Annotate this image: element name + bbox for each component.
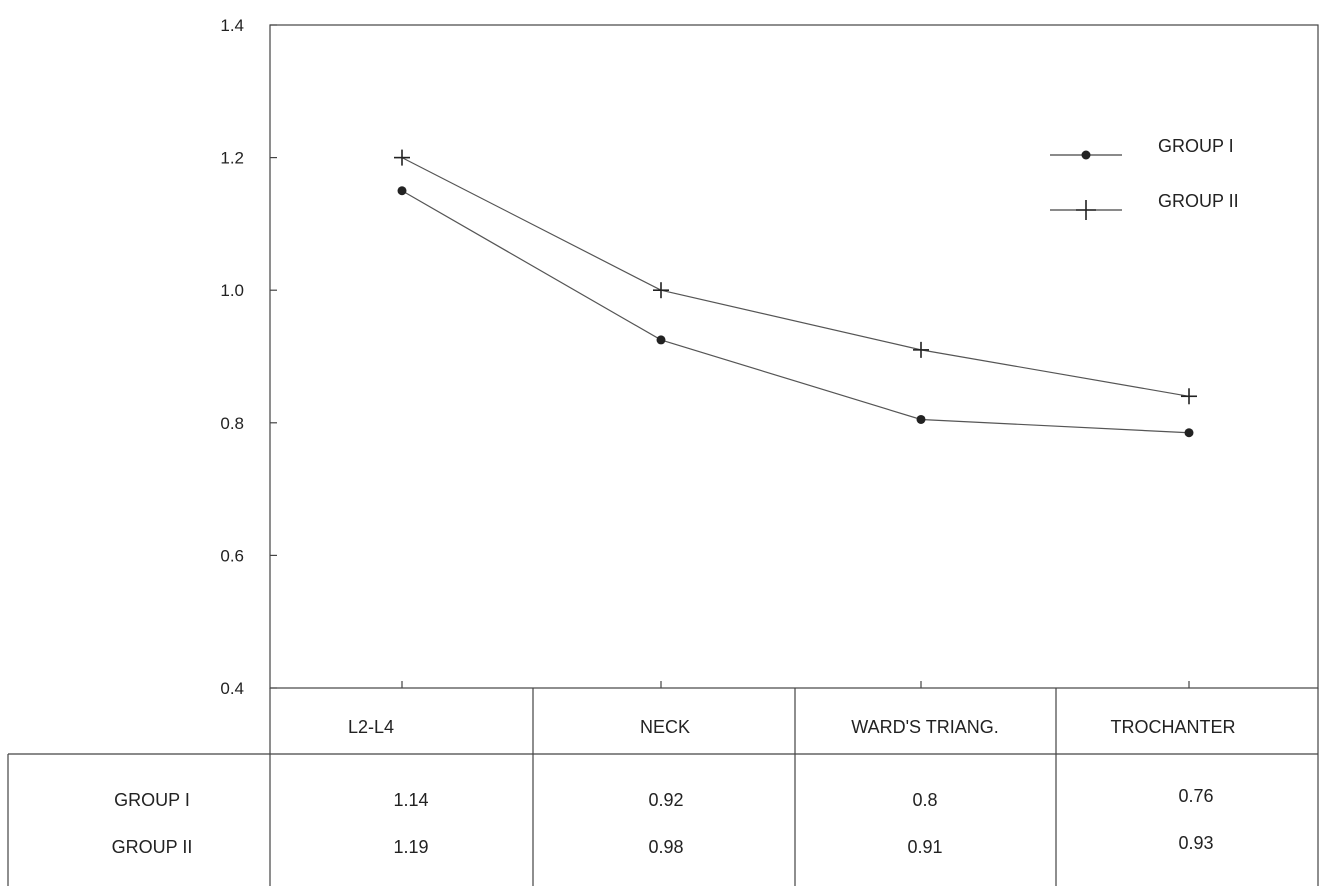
data-point bbox=[1081, 150, 1091, 160]
y-tick-label: 1.4 bbox=[220, 16, 244, 35]
data-point bbox=[653, 282, 669, 299]
table-row-label: GROUP II bbox=[112, 837, 193, 857]
legend-label: GROUP I bbox=[1158, 136, 1234, 156]
data-point bbox=[394, 149, 410, 166]
category-label: L2-L4 bbox=[348, 717, 394, 737]
y-tick-label: 0.8 bbox=[220, 414, 244, 433]
series-group-i bbox=[397, 186, 1194, 438]
table-cell: 0.98 bbox=[648, 837, 683, 857]
data-point bbox=[913, 341, 929, 358]
table-row-label: GROUP I bbox=[114, 790, 190, 810]
data-point bbox=[397, 186, 407, 196]
table-cell: 0.8 bbox=[912, 790, 937, 810]
legend-label: GROUP II bbox=[1158, 191, 1239, 211]
data-point bbox=[1076, 200, 1096, 220]
data-table bbox=[7, 688, 1319, 886]
data-point bbox=[1184, 428, 1194, 438]
series-group-ii bbox=[394, 149, 1197, 405]
y-tick-label: 0.6 bbox=[220, 546, 244, 565]
data-point bbox=[656, 335, 666, 345]
y-tick-label: 1.2 bbox=[220, 149, 244, 168]
data-point bbox=[916, 414, 926, 424]
y-tick-label: 1.0 bbox=[220, 281, 244, 300]
table-cell: 0.92 bbox=[648, 790, 683, 810]
legend-item: GROUP I bbox=[1050, 136, 1234, 160]
table-cell: 0.76 bbox=[1178, 786, 1213, 806]
table-cell: 0.93 bbox=[1178, 833, 1213, 853]
series-group bbox=[394, 149, 1197, 438]
plot-frame bbox=[269, 24, 1319, 689]
table-cell: 0.91 bbox=[907, 837, 942, 857]
table-cell: 1.19 bbox=[393, 837, 428, 857]
table-cell: 1.14 bbox=[393, 790, 428, 810]
x-axis-ticks bbox=[401, 681, 1190, 688]
legend: GROUP I GROUP II bbox=[1050, 136, 1239, 220]
y-tick-label: 0.4 bbox=[220, 679, 244, 698]
table-text: L2-L4 NECK WARD'S TRIANG. TROCHANTER GROUP I… bbox=[112, 717, 1236, 857]
series-line bbox=[401, 157, 1190, 397]
y-axis: 0.4 0.6 0.8 1.0 1.2 1.4 bbox=[220, 16, 277, 698]
category-label: NECK bbox=[640, 717, 690, 737]
series-line bbox=[401, 190, 1190, 434]
data-point bbox=[1181, 388, 1197, 405]
category-label: WARD'S TRIANG. bbox=[851, 717, 998, 737]
category-label: TROCHANTER bbox=[1111, 717, 1236, 737]
legend-item: GROUP II bbox=[1050, 191, 1239, 220]
